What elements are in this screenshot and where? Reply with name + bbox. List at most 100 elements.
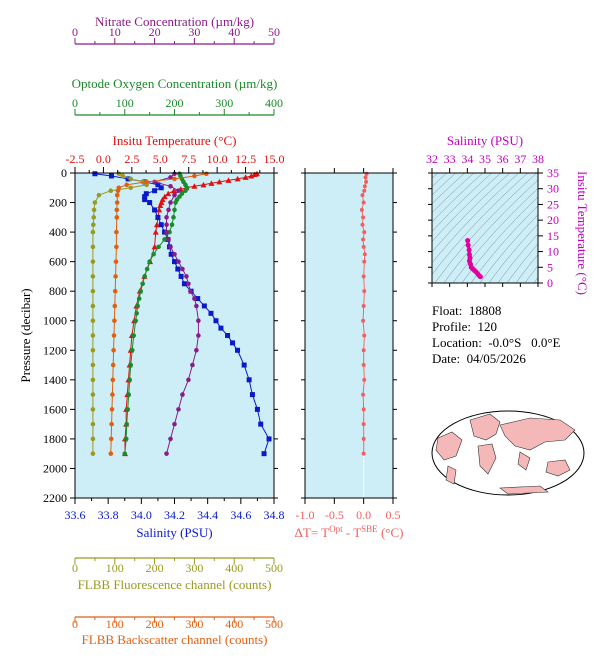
- delta-t-point: [360, 193, 365, 198]
- nitrate-point: [176, 407, 181, 412]
- backscatter-point: [113, 274, 118, 279]
- ts-isopycnal: [432, 173, 529, 276]
- temperature-point: [157, 202, 164, 208]
- delta-t-plot-background: [305, 173, 393, 498]
- oxygen-point: [122, 451, 128, 456]
- fluorescence-point: [90, 229, 96, 235]
- fluorescence-point: [90, 303, 96, 309]
- delta-t-axes-group: -1.0 -0.5 0.0 0.5 ΔT= TOpt - TSBE (°C): [295, 168, 403, 540]
- profile-label: Profile:: [432, 319, 471, 334]
- nitrate-point: [166, 237, 171, 242]
- ts-isopycnal: [488, 223, 538, 283]
- fluorescence-point: [90, 436, 96, 442]
- salinity-point: [155, 214, 161, 220]
- salinity-point: [235, 347, 241, 353]
- backscatter-point: [114, 215, 120, 220]
- backscatter-point: [109, 407, 115, 412]
- temperature-tick-label: 15.0: [264, 152, 285, 166]
- ts-ytick-label: 30: [547, 182, 559, 196]
- salinity-point: [218, 325, 224, 331]
- backscatter-point: [111, 347, 116, 353]
- delta-t-point: [362, 333, 367, 338]
- salinity-point: [208, 310, 214, 316]
- delta-t-title-part: - T: [343, 525, 362, 540]
- delta-t-point: [359, 207, 364, 212]
- salinity-tick-label: 34.0: [131, 508, 152, 522]
- backscatter-point: [113, 259, 119, 264]
- oxygen-point: [133, 318, 138, 324]
- ts-isopycnal: [432, 173, 520, 264]
- oxygen-point: [172, 207, 177, 213]
- map-landmass: [499, 417, 576, 451]
- salinity-point: [147, 200, 153, 206]
- oxygen-point: [140, 281, 145, 287]
- world-map: [431, 410, 585, 496]
- oxygen-tick-label: 100: [116, 96, 134, 110]
- oxygen-tick-label: 200: [166, 96, 184, 110]
- ts-ytick-label: 35: [547, 166, 559, 180]
- map-landmass: [545, 459, 571, 477]
- nitrate-point: [168, 183, 173, 189]
- nitrate-point: [164, 215, 169, 220]
- delta-t-chart: -1.0 -0.5 0.0 0.5 ΔT= TOpt - TSBE (°C): [295, 168, 403, 540]
- fluorescence-tick-label: 400: [225, 561, 243, 575]
- salinity-point: [142, 197, 148, 203]
- ts-xtick-label: 36: [497, 152, 509, 166]
- temperature-tick-label: 10.0: [207, 152, 228, 166]
- fluorescence-point: [90, 259, 96, 264]
- backscatter-point: [114, 207, 120, 213]
- pressure-tick-label: 400: [49, 225, 67, 239]
- ts-isopycnal: [432, 173, 457, 196]
- profile-plot-background: [75, 173, 274, 498]
- oxygen-point: [147, 259, 152, 264]
- ts-xtick-label: 32: [426, 152, 438, 166]
- salinity-point: [249, 392, 255, 398]
- delta-t-point: [361, 274, 366, 279]
- backscatter-point: [192, 173, 197, 179]
- salinity-point: [181, 281, 187, 287]
- nitrate-point: [184, 274, 189, 279]
- backscatter-tick-label: 400: [225, 617, 243, 631]
- ts-isopycnal: [515, 254, 538, 283]
- delta-t-point: [361, 200, 366, 205]
- pressure-tick-label: 800: [49, 284, 67, 298]
- temperature-tick-label: -2.5: [66, 152, 85, 166]
- nitrate-tick-label: 10: [109, 25, 121, 39]
- delta-t-plot-frame: [304, 172, 394, 499]
- ts-point: [466, 247, 472, 253]
- pressure-axis-label: Pressure (decibar): [18, 288, 33, 382]
- delta-t-tick-label: -1.0: [296, 508, 315, 522]
- salinity-point: [213, 318, 219, 324]
- salinity-point: [125, 176, 131, 182]
- delta-t-point: [361, 422, 366, 427]
- oxygen-point: [125, 407, 131, 412]
- pressure-tick-label: 2200: [43, 491, 67, 505]
- info-float: Float: 18808: [432, 303, 501, 319]
- temperature-point: [216, 178, 223, 185]
- nitrate-point: [196, 318, 201, 324]
- delta-t-title-part: ΔT= T: [295, 525, 330, 540]
- delta-t-title-superscript: SBE: [361, 524, 378, 534]
- ts-xtick-label: 35: [479, 152, 491, 166]
- fluorescence-point: [91, 215, 97, 220]
- backscatter-point: [172, 176, 177, 182]
- salinity-point: [230, 340, 236, 346]
- ts-isopycnal: [461, 196, 538, 283]
- delta-t-point: [361, 237, 366, 242]
- nitrate-point: [172, 192, 177, 198]
- fluorescence-point: [120, 173, 126, 179]
- fluorescence-tick-label: 300: [185, 561, 203, 575]
- nitrate-point: [168, 244, 173, 250]
- ts-title: Salinity (PSU): [447, 133, 523, 148]
- nitrate-point: [176, 259, 181, 264]
- temperature-point: [251, 171, 258, 177]
- backscatter-point: [112, 288, 118, 294]
- oxygen-point: [144, 266, 150, 272]
- delta-t-point: [361, 215, 366, 220]
- temperature-axis-title: Insitu Temperature (°C): [113, 133, 237, 148]
- salinity-point: [172, 259, 177, 265]
- oxygen-point: [123, 436, 129, 442]
- delta-t-point: [364, 179, 369, 184]
- salinity-point: [201, 303, 207, 309]
